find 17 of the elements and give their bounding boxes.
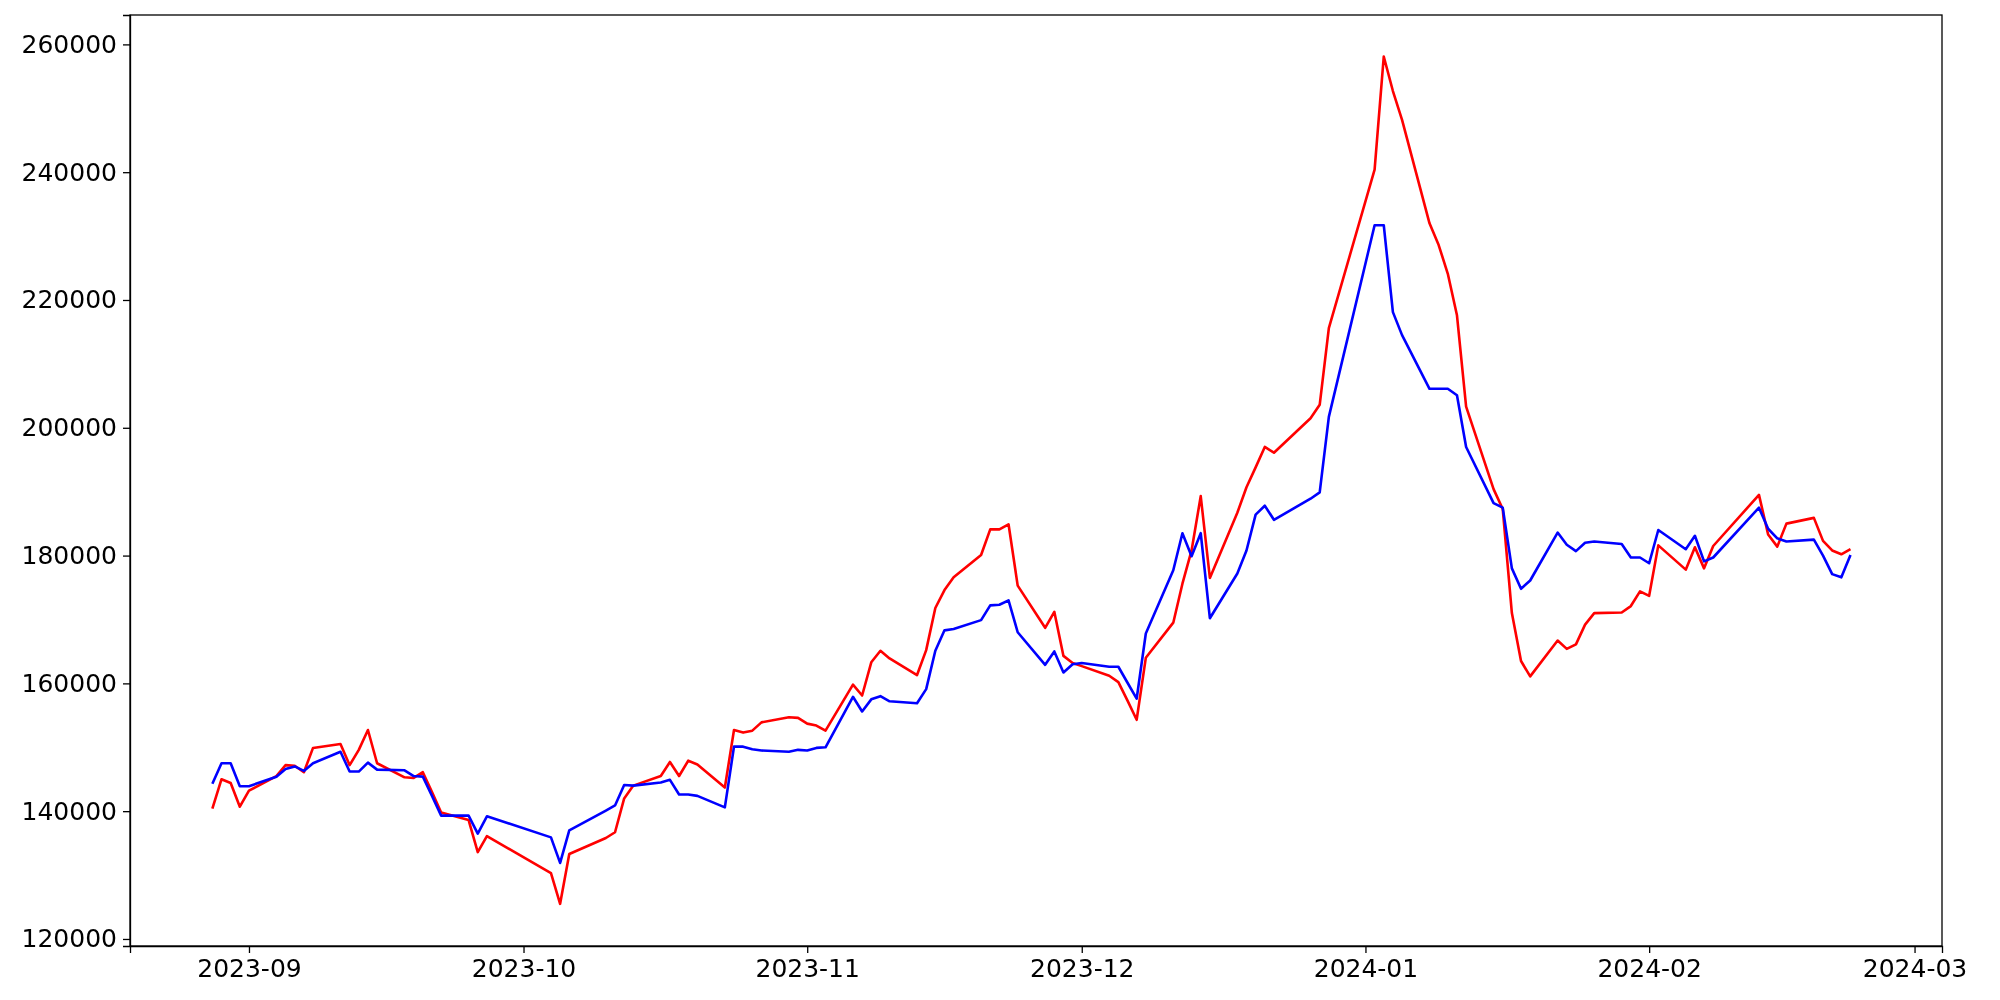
- line-series: [211, 55, 1852, 906]
- y-tick-label: 160000: [21, 668, 117, 698]
- x-tick-label: 2024-03: [1862, 953, 1968, 983]
- x-tick-label: 2023-09: [197, 953, 302, 983]
- line-series: [211, 223, 1852, 865]
- x-tick-label: 2023-10: [471, 953, 577, 983]
- y-tick-label: 140000: [21, 796, 117, 826]
- x-tick-label: 2023-12: [1030, 953, 1135, 983]
- y-tick-label: 220000: [21, 285, 117, 315]
- x-tick-label: 2024-01: [1313, 953, 1419, 983]
- y-tick-label: 200000: [21, 413, 117, 443]
- y-tick-label: 120000: [21, 924, 117, 954]
- y-tick-label: 180000: [21, 541, 117, 571]
- x-tick-label: 2023-11: [755, 953, 860, 983]
- y-tick-label: 260000: [21, 29, 117, 59]
- x-tick-label: 2024-02: [1597, 953, 1702, 983]
- y-tick-label: 240000: [21, 157, 117, 187]
